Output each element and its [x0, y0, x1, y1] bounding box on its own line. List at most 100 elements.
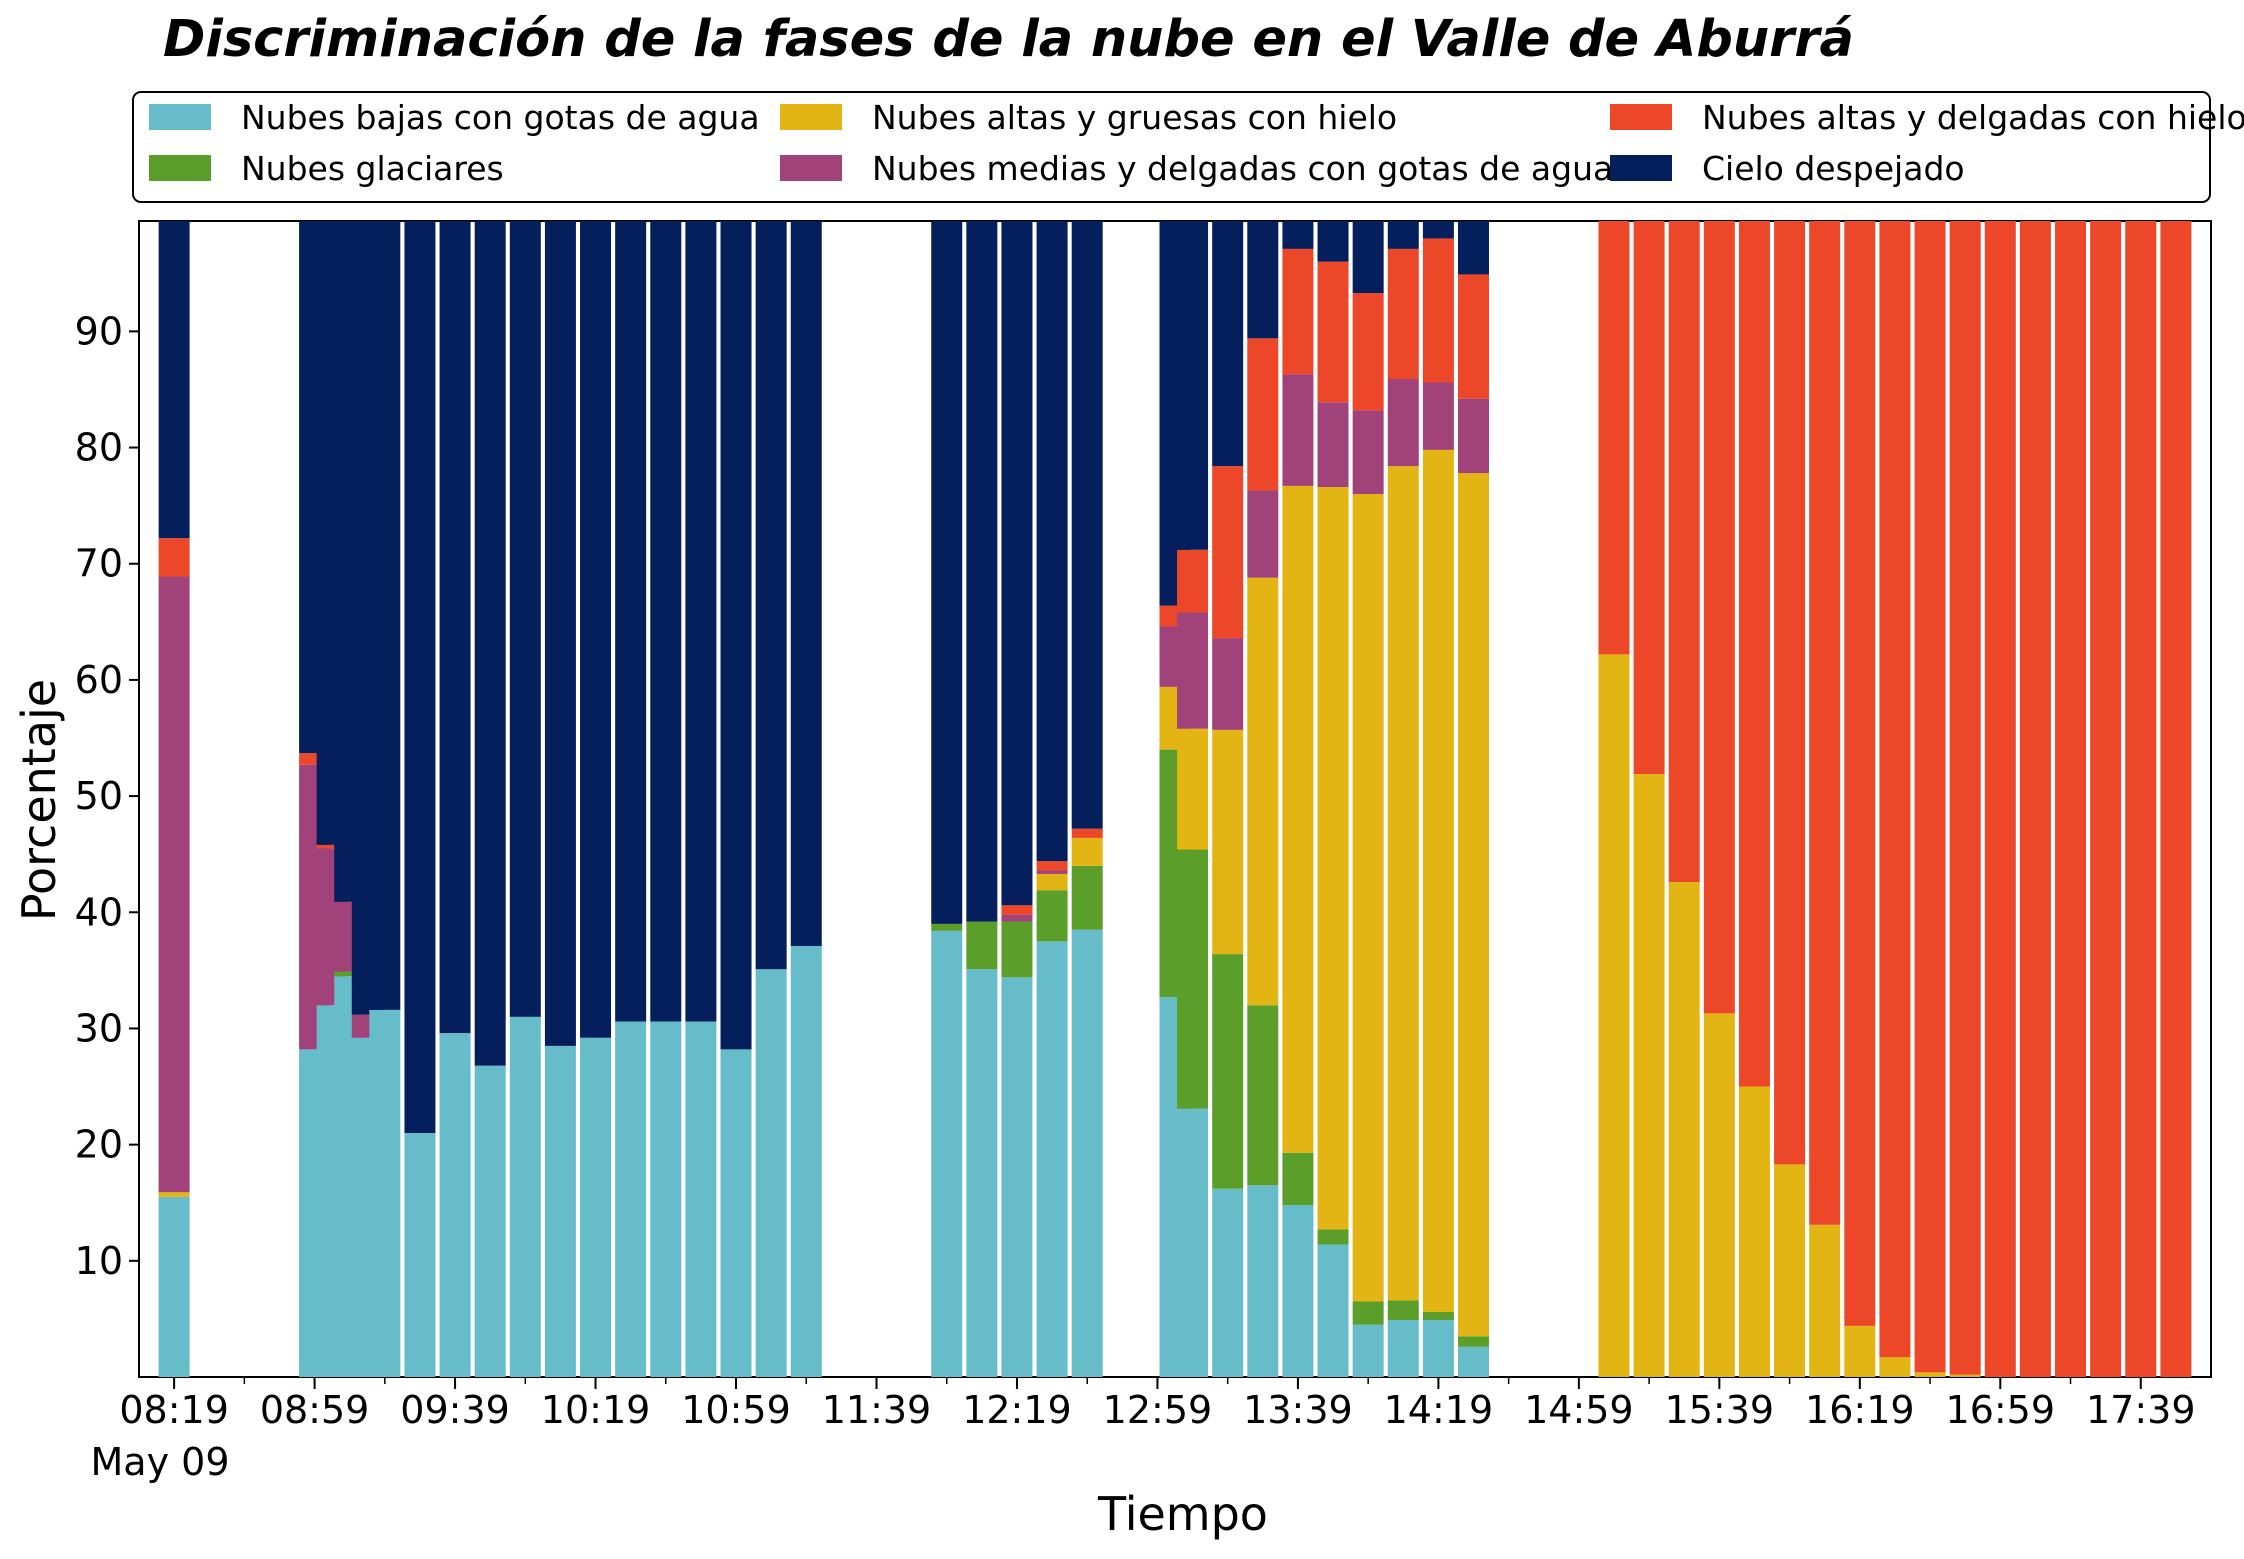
bar-segment [1949, 1374, 1981, 1377]
bar-segment [1177, 1108, 1209, 1377]
bar-segment [1352, 293, 1384, 411]
bar-segment [720, 221, 752, 1050]
x-date-label: May 09 [91, 1440, 230, 1484]
bar-segment [1458, 274, 1490, 399]
bar-segment [158, 576, 190, 1193]
bar-segment [369, 221, 401, 1010]
bar-segment [1071, 221, 1103, 829]
bar-segment [1458, 1346, 1490, 1377]
bar-segment [755, 221, 787, 970]
bar-segment [1317, 261, 1349, 403]
bar-segment [1247, 577, 1279, 1006]
bar-segment [650, 221, 682, 1022]
bar-segment [474, 1065, 506, 1377]
bar-segment [1282, 221, 1314, 249]
bar-segment [2055, 221, 2087, 1377]
bar-segment [1352, 410, 1384, 495]
bar-segment [1036, 861, 1068, 871]
bar-segment [755, 969, 787, 1377]
bar-segment [931, 923, 963, 931]
y-tick-label: 90 [75, 309, 123, 353]
bar-segment [1387, 466, 1419, 1301]
bar-segment [1984, 221, 2016, 1377]
bar-segment [1317, 221, 1349, 262]
bar-segment [1282, 374, 1314, 486]
bar-segment [1001, 221, 1033, 906]
y-tick-label: 70 [75, 542, 123, 586]
bar-segment [1212, 954, 1244, 1189]
bar-segment [1633, 774, 1665, 1377]
bar-segment [2125, 221, 2157, 1377]
bar-segment [1001, 921, 1033, 978]
bar-segment [1458, 1336, 1490, 1347]
bar-segment [1738, 221, 1770, 1087]
bar-segment [1879, 1357, 1911, 1377]
bar-segment [790, 945, 822, 1377]
bar-segment [1282, 248, 1314, 375]
y-axis: 10 20 30 40 50 60 70 80 90 [75, 309, 139, 1283]
bar-segment [1282, 485, 1314, 1153]
bar-segment [1036, 941, 1068, 1377]
bar-segment [1387, 248, 1419, 380]
bar-segment [158, 538, 190, 577]
bar-segment [316, 844, 348, 849]
bar-segment [158, 1196, 190, 1377]
bar-segment [1001, 977, 1033, 1377]
legend-label: Nubes glaciares [241, 149, 504, 188]
bar-segment [1282, 1152, 1314, 1206]
bar-segment [1317, 1229, 1349, 1245]
chart-title: Discriminación de la fases de la nube en… [163, 10, 1854, 69]
bar-segment [1422, 238, 1454, 383]
y-tick-label: 60 [75, 658, 123, 702]
bar-segment [1247, 1185, 1279, 1377]
x-tick-label: 16:19 [1805, 1388, 1915, 1432]
x-tick-label: 17:39 [2086, 1388, 2196, 1432]
bar-segment [1177, 849, 1209, 1109]
y-tick-label: 10 [75, 1239, 123, 1283]
bar-segment [1422, 1320, 1454, 1377]
bar-segment [1071, 929, 1103, 1377]
bar-segment [1352, 1324, 1384, 1377]
x-tick-label: 12:59 [1103, 1388, 1213, 1432]
bars [158, 221, 2192, 1377]
bar-segment [1458, 221, 1490, 275]
bar-segment [1071, 837, 1103, 866]
bar-segment [439, 221, 471, 1034]
x-tick-label: 13:39 [1243, 1388, 1353, 1432]
bar-segment [615, 1021, 647, 1377]
x-tick-label: 08:59 [260, 1388, 370, 1432]
bar-segment [1247, 221, 1279, 339]
bar-segment [1844, 221, 1876, 1326]
bar-segment [1703, 1013, 1735, 1377]
x-axis: 08:19 08:59 09:39 10:19 10:59 11:39 12:19 12:59… [119, 1377, 2196, 1432]
bar-segment [1387, 1320, 1419, 1377]
bar-segment [1036, 873, 1068, 891]
bar-segment [509, 1016, 541, 1377]
bar-segment [1071, 828, 1103, 838]
bar-segment [1598, 654, 1630, 1377]
bar-segment [334, 971, 366, 977]
x-tick-label: 12:19 [962, 1388, 1072, 1432]
bar-segment [685, 1021, 717, 1377]
legend: Nubes bajas con gotas de agua Nubes glaci… [132, 91, 2244, 203]
bar-segment [1809, 1224, 1841, 1377]
x-tick-label: 08:19 [119, 1388, 229, 1432]
bar-segment [2019, 221, 2051, 1377]
bar-segment [1914, 1372, 1946, 1377]
bar-segment [404, 221, 436, 1134]
bar-segment [1212, 1188, 1244, 1377]
bar-segment [1247, 338, 1279, 491]
bar-segment [1212, 729, 1244, 955]
bar-segment [1458, 398, 1490, 474]
bar-segment [1844, 1325, 1876, 1377]
x-tick-label: 10:59 [681, 1388, 791, 1432]
legend-swatch [780, 104, 842, 130]
legend-swatch [780, 155, 842, 181]
bar-segment [1422, 221, 1454, 239]
bar-segment [1001, 914, 1033, 922]
bar-segment [1071, 865, 1103, 930]
bar-segment [1598, 221, 1630, 655]
legend-label: Nubes bajas con gotas de agua [241, 98, 760, 137]
x-tick-label: 09:39 [400, 1388, 510, 1432]
bar-segment [439, 1033, 471, 1377]
